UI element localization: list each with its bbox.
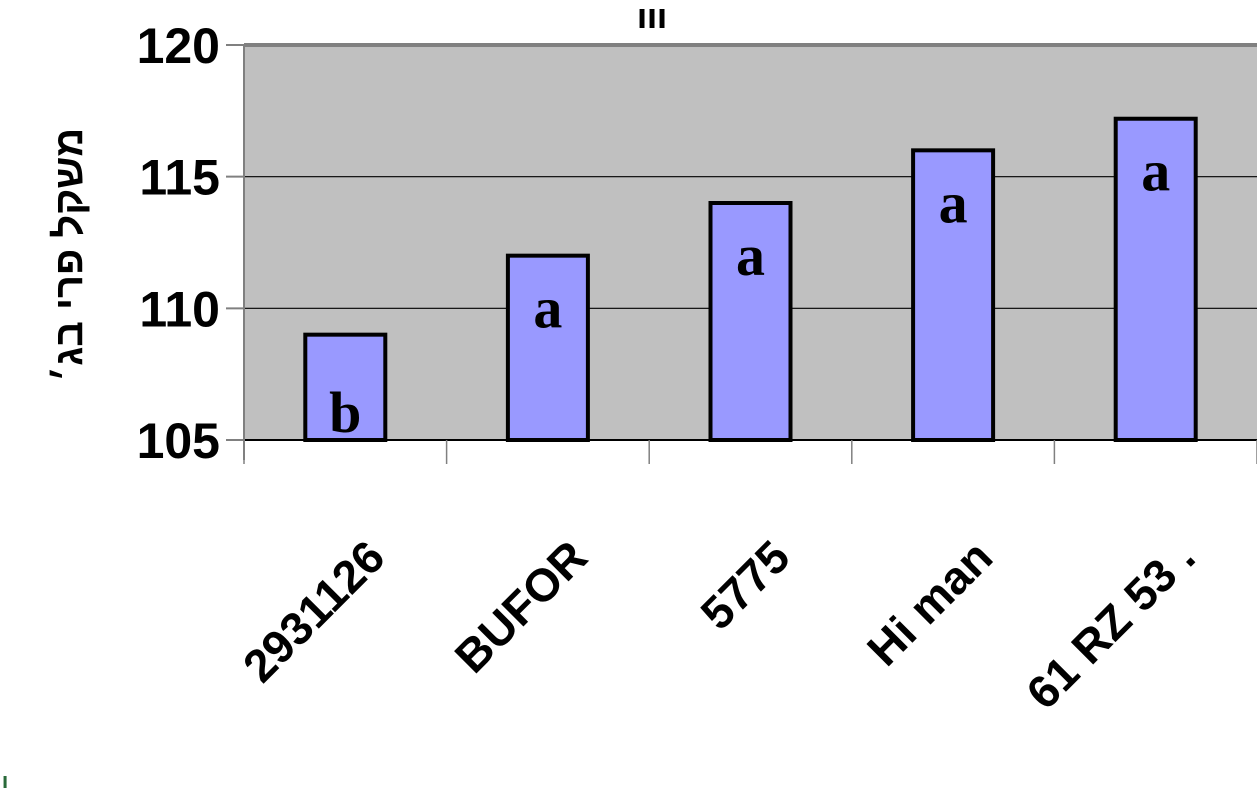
y-axis-label: משקל פרי בג׳ bbox=[47, 128, 91, 382]
left-edge-fragment: ı bbox=[2, 768, 8, 790]
y-tick-label: 105 bbox=[137, 413, 220, 469]
x-ticks bbox=[244, 440, 1257, 464]
chart-title: ııı bbox=[637, 0, 667, 36]
category-labels: 2931126 BUFOR 5775 Hi man 61 RZ 53 . bbox=[233, 530, 1205, 719]
data-label: a bbox=[533, 276, 562, 341]
y-tick-label: 110 bbox=[139, 281, 220, 337]
data-label: b bbox=[329, 380, 361, 445]
data-label: a bbox=[1141, 139, 1170, 204]
y-tick-label: 120 bbox=[137, 18, 220, 74]
category-label: Hi man bbox=[857, 530, 1002, 675]
category-label: 2931126 bbox=[233, 530, 395, 692]
data-label: a bbox=[736, 223, 765, 288]
data-label: a bbox=[939, 170, 968, 235]
category-label: 61 RZ 53 . bbox=[1016, 530, 1205, 719]
y-tick-label: 115 bbox=[139, 150, 220, 206]
y-tick-labels: 105 110 115 120 bbox=[137, 18, 220, 469]
category-label: BUFOR bbox=[445, 530, 597, 682]
category-label: 5775 bbox=[690, 530, 799, 639]
